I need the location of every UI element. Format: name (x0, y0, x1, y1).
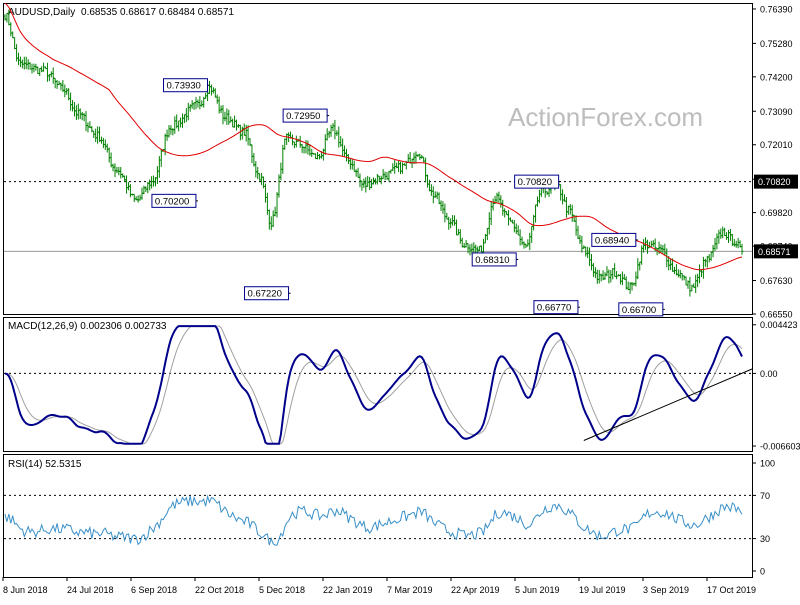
price-label-text: 0.70820 (518, 177, 552, 188)
x-tick-label: 24 Jul 2018 (67, 585, 114, 595)
x-tick-label: 7 Mar 2019 (387, 585, 433, 595)
rsi-tick-label: 30 (760, 534, 770, 544)
price-label-text: 0.67220 (248, 289, 282, 300)
price-tick-label: 0.74200 (760, 72, 793, 82)
x-tick-label: 5 Jun 2019 (515, 585, 560, 595)
x-tick-label: 5 Dec 2018 (259, 585, 305, 595)
price-grid (4, 181, 752, 252)
x-tick-label: 6 Sep 2018 (131, 585, 177, 595)
price-axis: 0.763900.752800.742000.730900.720100.709… (752, 4, 798, 320)
rsi-panel (3, 454, 753, 578)
macd-line (4, 325, 743, 445)
price-tick-label: 0.75280 (760, 39, 793, 49)
watermark: ActionForex.com (508, 102, 703, 132)
resistance-price-label: 0.70820 (758, 177, 791, 187)
macd-group: 0.004423 0.00 -0.006603 (4, 320, 800, 452)
rsi-tick-label: 100 (760, 459, 775, 469)
symbol-label: AUDUSD,Daily (8, 7, 75, 18)
x-tick-label: 22 Oct 2018 (195, 585, 244, 595)
x-tick-label: 19 Jul 2019 (579, 585, 626, 595)
x-tick-label: 17 Oct 2019 (707, 585, 756, 595)
price-tick-label: 0.66550 (760, 310, 793, 320)
x-tick-label: 22 Jan 2019 (323, 585, 373, 595)
resistance-price-box (754, 174, 798, 189)
x-tick-label: 3 Sep 2019 (643, 585, 689, 595)
macd-tick-label: 0.00 (760, 369, 778, 379)
price-label-text: 0.72950 (286, 111, 320, 122)
rsi-tick-label: 0 (760, 567, 765, 577)
x-axis: 8 Jun 2018 24 Jul 2018 6 Sep 2018 22 Oct 20… (2, 577, 756, 595)
price-tick-label: 0.76390 (760, 4, 793, 14)
x-tick-label: 8 Jun 2018 (3, 585, 48, 595)
rsi-tick-label: 70 (760, 491, 770, 501)
macd-panel (3, 317, 753, 452)
rsi-group: 100 70 30 0 (4, 459, 775, 577)
current-price-box (754, 244, 798, 259)
x-tick-label: 22 Apr 2019 (451, 585, 500, 595)
rsi-line (4, 494, 743, 546)
price-label-text: 0.70200 (155, 196, 189, 207)
price-label-text: 0.66700 (622, 305, 656, 316)
price-label-text: 0.73930 (167, 81, 201, 92)
price-label-text: 0.68310 (475, 255, 509, 266)
price-panel-label: AUDUSD,Daily 0.68535 0.68617 0.68484 0.6… (8, 7, 234, 18)
price-tick-label: 0.73090 (760, 107, 793, 117)
price-panel (3, 3, 753, 315)
price-tick-label: 0.67630 (760, 276, 793, 286)
macd-tick-label: 0.004423 (760, 320, 798, 330)
price-tick-label: 0.69820 (760, 208, 793, 218)
current-price-label: 0.68571 (758, 247, 791, 257)
price-label-box (244, 286, 290, 301)
rsi-label: RSI(14) 52.5315 (8, 459, 82, 470)
macd-label: MACD(12,26,9) 0.002306 0.002733 (8, 321, 167, 332)
price-tick-label: 0.72010 (760, 140, 793, 150)
ohlc-values: 0.68535 0.68617 0.68484 0.68571 (81, 7, 234, 18)
price-labels: 0.73930 0.72950 0.70200 0.67220 0.70820 0.683… (151, 78, 665, 317)
price-label-text: 0.66770 (537, 303, 571, 314)
macd-trendline (583, 368, 753, 441)
macd-tick-label: -0.006603 (760, 442, 800, 452)
price-label-text: 0.68940 (595, 235, 629, 246)
